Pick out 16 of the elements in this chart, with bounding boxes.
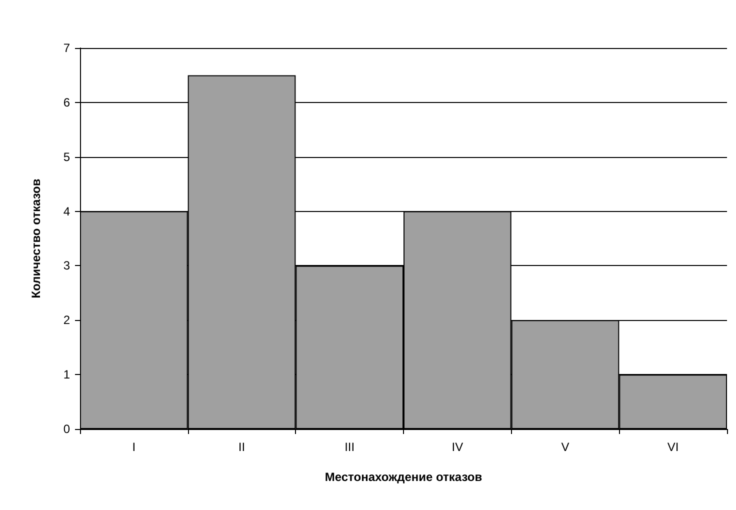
x-axis-title: Местонахождение отказов [324,470,482,484]
y-tick-label: 1 [63,368,70,382]
y-tick-label: 2 [63,313,70,328]
x-tick-label: III [344,440,355,454]
y-tick-label: 7 [63,41,70,55]
y-tick-label: 5 [63,150,70,164]
x-tick-label: II [238,440,246,454]
x-tick-label: I [132,440,136,454]
x-tick-label: IV [452,440,464,454]
y-tick-label: 4 [63,204,70,218]
y-tick-label: 0 [63,422,70,436]
x-tick-label: V [561,440,570,454]
y-tick-label: 6 [63,95,70,110]
y-axis-title: Количество отказов [29,178,43,298]
y-tick-label: 3 [63,258,70,273]
x-tick-label: VI [667,440,679,454]
